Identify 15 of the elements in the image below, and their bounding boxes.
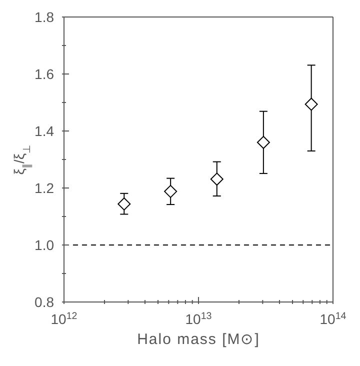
y-tick-label: 0.8 — [34, 294, 54, 310]
y-tick-label: 1.4 — [34, 123, 54, 139]
point — [304, 98, 318, 111]
y-tick-label: 1.8 — [34, 9, 54, 25]
y-tick-label: 1.6 — [34, 66, 54, 82]
x-tick-label: 10$^{13}$ — [185, 310, 212, 327]
point — [164, 184, 178, 198]
x-tick-label: 10$^{14}$ — [320, 310, 347, 327]
x-axis-title: Halo mass [M⊙] — [137, 331, 260, 348]
point — [118, 197, 131, 210]
y-tick-label: 1.2 — [34, 180, 54, 196]
point — [210, 172, 224, 186]
x-tick-label: 10$^{12}$ — [50, 310, 78, 327]
y-tick-label: 1.0 — [34, 237, 54, 253]
point — [256, 136, 270, 149]
